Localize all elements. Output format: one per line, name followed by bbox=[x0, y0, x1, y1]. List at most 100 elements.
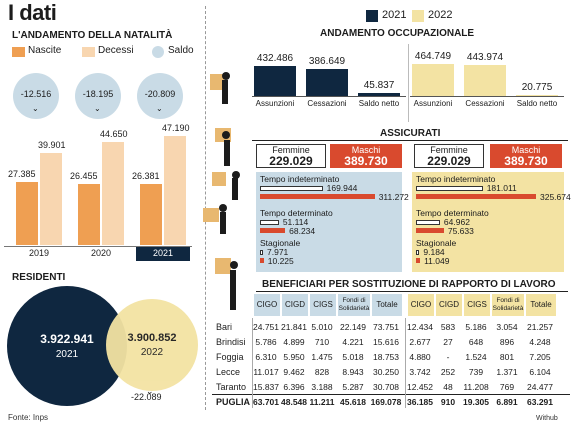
table-cell: 739 bbox=[468, 367, 484, 377]
bar-occupazionale bbox=[306, 69, 348, 96]
table-cell: 11.208 bbox=[463, 382, 489, 392]
table-cell: 5.018 bbox=[342, 352, 364, 362]
bar-femmine bbox=[416, 220, 440, 225]
assicurati-maschi-2022: Maschi 389.730 bbox=[490, 144, 562, 168]
table-cell: 1.524 bbox=[465, 352, 487, 362]
x-tick-label: 2019 bbox=[28, 248, 50, 258]
data-label-nascite: 26.381 bbox=[132, 171, 160, 182]
assicurati-heading: ASSICURATI bbox=[380, 128, 441, 139]
table-cell: 63.291 bbox=[527, 397, 553, 407]
source-note: Fonte: Inps bbox=[8, 413, 49, 422]
natalita-heading: L'ANDAMENTO DELLA NATALITÀ bbox=[12, 30, 173, 41]
natalita-chart: 27.385 39.901 -12.516 ⌄ 2019 26.455 44.650 -18.… bbox=[0, 60, 200, 265]
saldo-bubble bbox=[13, 73, 59, 119]
value-maschi: 68.234 bbox=[289, 226, 316, 236]
row-label: Bari bbox=[216, 322, 233, 332]
data-label-nascite: 26.455 bbox=[70, 171, 98, 182]
bar-maschi bbox=[260, 258, 264, 263]
table-cell: - bbox=[446, 352, 450, 362]
value-femmine: 7.971 bbox=[267, 247, 289, 257]
row-label: Brindisi bbox=[216, 337, 246, 347]
table-cell: 19.305 bbox=[463, 397, 489, 407]
legend-label-nascite: Nascite bbox=[28, 45, 62, 56]
column-header: Totale bbox=[526, 294, 556, 316]
table-cell: 4.899 bbox=[283, 337, 305, 347]
assicurati-femmine-2021: Femmine 229.029 bbox=[256, 144, 326, 168]
table-cell: 169.078 bbox=[370, 397, 402, 407]
bar-occupazionale bbox=[358, 92, 400, 96]
table-cell: 7.205 bbox=[529, 352, 551, 362]
value-maschi: 325.674 bbox=[540, 192, 571, 202]
table-cell: 4.248 bbox=[529, 337, 551, 347]
column-header: CIGO bbox=[254, 294, 280, 316]
maschi-value-2022: 389.730 bbox=[504, 154, 548, 168]
bar-maschi bbox=[416, 228, 444, 233]
saldo-label: -18.195 bbox=[82, 89, 114, 99]
contract-type-label: Tempo determinato bbox=[416, 208, 489, 218]
table-cell: 896 bbox=[499, 337, 515, 347]
occupazionale-baseline bbox=[252, 96, 406, 97]
residenti-diff-arrow: ⌄ bbox=[146, 386, 154, 396]
bar-femmine bbox=[260, 220, 279, 225]
column-header: CIGS bbox=[310, 294, 336, 316]
total-row-rule bbox=[212, 394, 570, 395]
bar-femmine bbox=[260, 250, 263, 255]
data-label-nascite: 27.385 bbox=[8, 169, 36, 179]
value-femmine: 51.114 bbox=[282, 217, 309, 227]
saldo-label: -12.516 bbox=[20, 89, 52, 99]
assicurati-femmine-2022: Femmine 229.029 bbox=[414, 144, 484, 168]
table-cell: 1.475 bbox=[311, 352, 333, 362]
residenti-2021-year: 2021 bbox=[55, 349, 79, 360]
table-cell: 15.616 bbox=[373, 337, 399, 347]
occupazionale-separator bbox=[408, 44, 409, 122]
occupazionale-heading: ANDAMENTO OCCUPAZIONALE bbox=[320, 28, 475, 39]
value-maschi: 11.049 bbox=[424, 256, 450, 266]
bar-occupazionale bbox=[516, 94, 558, 96]
table-cell: 5.786 bbox=[255, 337, 277, 347]
contract-type-label: Tempo indeterminato bbox=[416, 174, 496, 184]
residenti-heading: RESIDENTI bbox=[12, 272, 66, 283]
table-cell: 30.708 bbox=[373, 382, 399, 392]
data-label-decessi: 47.190 bbox=[162, 123, 190, 134]
data-label-occupazionale: 464.749 bbox=[414, 51, 452, 62]
column-header: Fondi di Solidarietà bbox=[338, 294, 370, 316]
legend-swatch-decessi bbox=[82, 47, 95, 57]
table-cell: 801 bbox=[499, 352, 515, 362]
legend-swatch-2021 bbox=[366, 10, 378, 22]
saldo-chevron-icon: ⌄ bbox=[32, 104, 39, 113]
data-label-occupazionale: 432.486 bbox=[256, 53, 294, 65]
bar-occupazionale bbox=[254, 66, 296, 96]
value-maschi: 10.225 bbox=[267, 256, 294, 266]
value-maschi: 75.633 bbox=[447, 226, 474, 236]
table-cell: 18.753 bbox=[373, 352, 399, 362]
table-cell: 4.880 bbox=[409, 352, 431, 362]
table-cell: 3.188 bbox=[311, 382, 333, 392]
page-title: I dati bbox=[8, 0, 57, 25]
occupazionale-chart: 432.486 Assunzioni 386.649 Cessazioni 45.837… bbox=[250, 40, 572, 126]
bar-maschi bbox=[416, 258, 421, 263]
row-label: Foggia bbox=[216, 352, 244, 362]
year-highlight-2021 bbox=[136, 247, 190, 261]
table-cell: 828 bbox=[314, 367, 330, 377]
table-cell: 22.149 bbox=[340, 322, 366, 332]
table-cell: 21.257 bbox=[527, 322, 553, 332]
legend-label-2022: 2022 bbox=[428, 9, 453, 21]
table-cell: 5.010 bbox=[311, 322, 333, 332]
maschi-label-2022: Maschi bbox=[511, 145, 541, 155]
femmine-label-2022: Femmine bbox=[430, 145, 468, 155]
vertical-divider bbox=[205, 6, 206, 410]
data-label-occupazionale: 386.649 bbox=[308, 56, 346, 68]
table-cell: 11.017 bbox=[253, 367, 279, 377]
table-cell: 48.548 bbox=[281, 397, 307, 407]
credit-note: Withub bbox=[536, 415, 558, 422]
residenti-2022-year: 2022 bbox=[140, 347, 164, 358]
column-header: CIGD bbox=[282, 294, 308, 316]
data-label-occupazionale: 45.837 bbox=[363, 79, 395, 91]
bar-decessi bbox=[164, 136, 186, 245]
contratti-chart-2021: Tempo indeterminato 169.944 311.272 Tempo d… bbox=[256, 172, 409, 272]
table-cell: 11.211 bbox=[309, 397, 335, 407]
natalita-legend: Nascite Decessi Saldo bbox=[12, 45, 202, 59]
table-cell: 27 bbox=[443, 337, 453, 347]
saldo-bubble bbox=[75, 73, 121, 119]
table-cell: 12.434 bbox=[407, 322, 433, 332]
